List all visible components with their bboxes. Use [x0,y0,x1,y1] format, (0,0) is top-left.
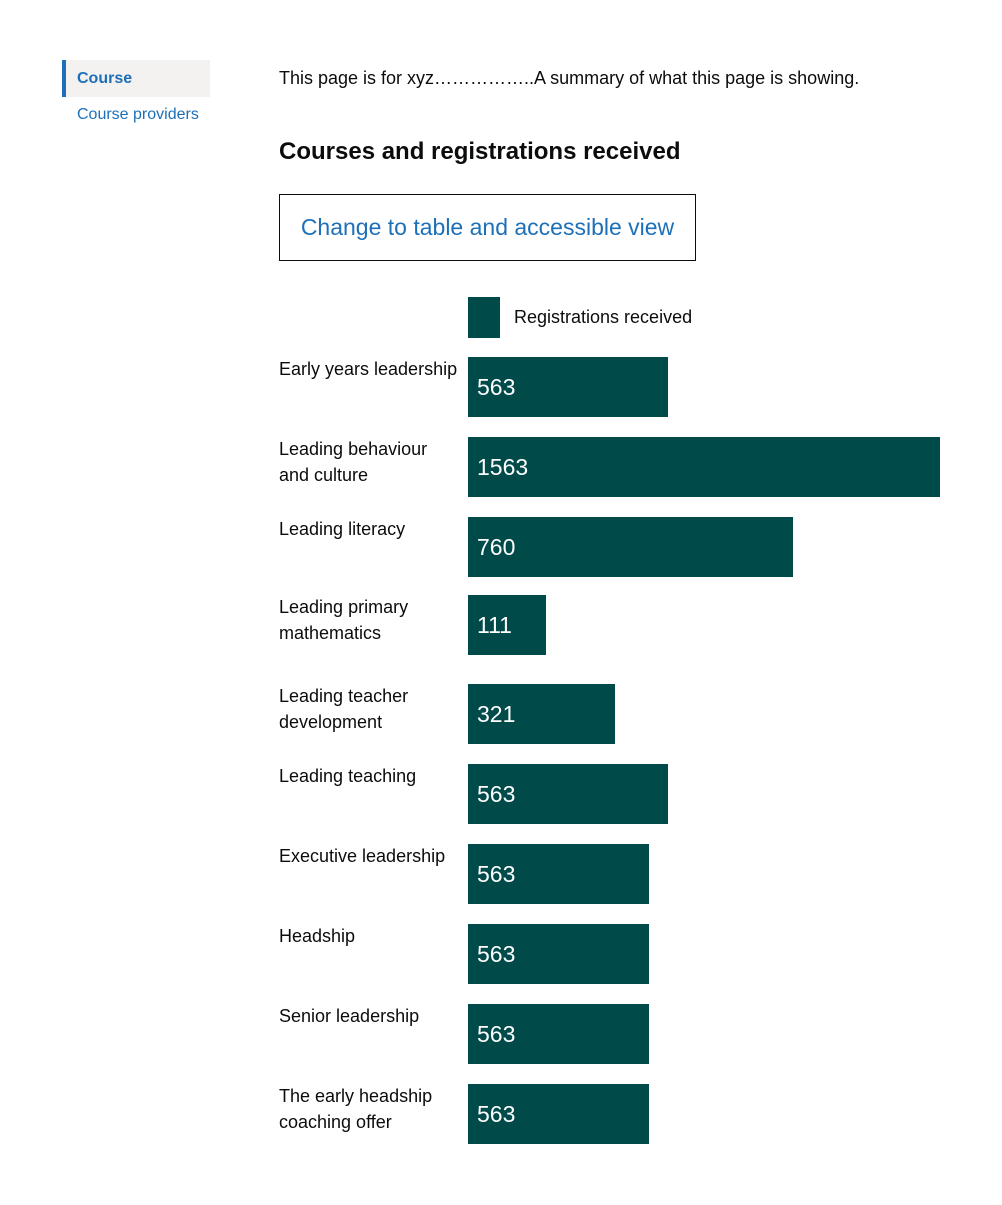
bar-value-label: 563 [477,374,516,400]
bar-category-label: Leading primary mathematics [279,597,409,643]
bar-6: 563 [468,844,649,904]
bar-1: 1563 [468,437,940,497]
bar-category-label: Executive leadership [279,846,446,866]
bar-5: 563 [468,764,668,824]
chart-legend: Registrations received [468,297,692,338]
bar-4: 321 [468,684,615,744]
bar-value-label: 563 [477,861,516,887]
bar-category-label: The early headship coaching offer [279,1086,433,1132]
bar-2: 760 [468,517,793,577]
bar-value-label: 1563 [477,454,529,480]
bar-category-label: Leading teaching [279,766,417,786]
bar-value-label: 563 [477,781,516,807]
bar-value-label: 111 [477,612,512,638]
bar-8: 563 [468,1004,649,1064]
legend-label: Registrations received [514,307,693,327]
legend-swatch [468,297,500,338]
bar-9: 563 [468,1084,649,1144]
bar-category-label: Leading teacher development [279,686,409,732]
sidebar-item-course-providers[interactable]: Course providers [77,106,199,123]
sidebar-item-course[interactable]: Course [62,60,210,97]
bar-category-label: Senior leadership [279,1006,420,1026]
bar-7: 563 [468,924,649,984]
section-heading: Courses and registrations received [279,138,681,165]
bar-0: 563 [468,357,668,417]
bar-category-label: Leading behaviour and culture [279,439,428,485]
side-navigation: Course Course providers [62,60,210,127]
bar-value-label: 563 [477,1021,516,1047]
bar-value-label: 563 [477,941,516,967]
bar-value-label: 321 [477,701,516,727]
change-view-button[interactable]: Change to table and accessible view [279,194,696,261]
bar-category-label: Leading literacy [279,519,406,539]
bar-value-label: 563 [477,1101,516,1127]
bar-3: 111 [468,595,546,655]
bar-category-label: Early years leadership [279,359,458,379]
bar-category-label: Headship [279,926,356,946]
page-intro: This page is for xyz……………..A summary of … [279,68,860,88]
bar-value-label: 760 [477,534,516,560]
